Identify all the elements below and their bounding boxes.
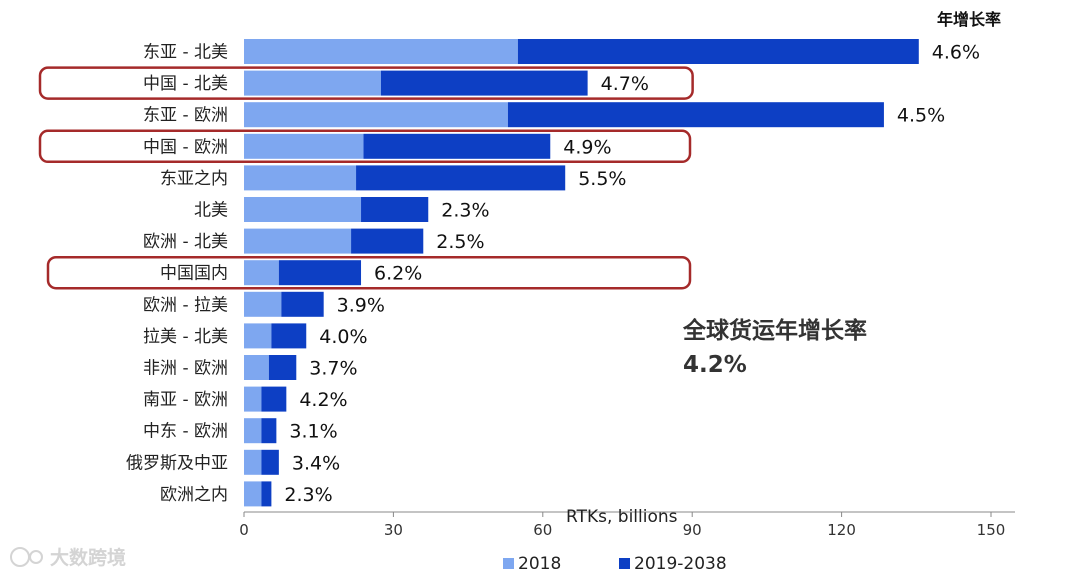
watermark-logo-icon bbox=[10, 547, 30, 567]
bar-2019-2038-6 bbox=[351, 228, 424, 254]
bar-2019-2038-1 bbox=[380, 70, 588, 96]
category-label-13: 俄罗斯及中亚 bbox=[126, 453, 228, 473]
bar-2019-2038-9 bbox=[271, 323, 307, 349]
bar-2019-2038-10 bbox=[268, 355, 297, 380]
x-tick-label-3: 90 bbox=[683, 521, 702, 539]
bar-2018-2 bbox=[244, 102, 508, 128]
x-tick-label-5: 150 bbox=[977, 521, 1006, 539]
growth-label-11: 4.2% bbox=[299, 389, 347, 411]
watermark-text: 大数跨境 bbox=[50, 546, 126, 569]
category-label-4: 东亚之内 bbox=[160, 169, 228, 189]
growth-label-12: 3.1% bbox=[289, 421, 337, 443]
growth-label-14: 2.3% bbox=[284, 484, 332, 506]
bar-2018-6 bbox=[244, 228, 352, 254]
category-label-11: 南亚 - 欧洲 bbox=[143, 390, 228, 410]
category-label-8: 欧洲 - 拉美 bbox=[143, 295, 228, 315]
bar-2018-7 bbox=[244, 260, 279, 286]
bar-2019-2038-3 bbox=[363, 133, 551, 159]
global-growth-title: 全球货运年增长率 bbox=[682, 317, 867, 344]
highlight-boxes bbox=[38, 66, 694, 290]
growth-label-5: 2.3% bbox=[441, 200, 489, 222]
bar-2018-13 bbox=[244, 449, 262, 475]
bar-2018-3 bbox=[244, 133, 364, 159]
bar-2018-9 bbox=[244, 323, 272, 349]
legend-label-2018: 2018 bbox=[518, 554, 561, 574]
growth-label-3: 4.9% bbox=[563, 136, 611, 158]
growth-label-8: 3.9% bbox=[337, 294, 385, 316]
category-label-0: 东亚 - 北美 bbox=[143, 43, 228, 63]
bar-2018-5 bbox=[244, 197, 362, 222]
bar-2019-2038-0 bbox=[517, 39, 919, 64]
legend: 2018 2019-2038 bbox=[503, 554, 727, 574]
bar-series bbox=[244, 39, 919, 507]
bar-2019-2038-11 bbox=[261, 386, 287, 412]
bar-2019-2038-5 bbox=[361, 197, 429, 222]
bar-2018-14 bbox=[244, 481, 262, 507]
growth-label-10: 3.7% bbox=[309, 358, 357, 380]
growth-label-6: 2.5% bbox=[436, 231, 484, 253]
growth-label-7: 6.2% bbox=[374, 263, 422, 285]
growth-label-13: 3.4% bbox=[292, 452, 340, 474]
category-label-10: 非洲 - 欧洲 bbox=[143, 359, 228, 379]
category-label-3: 中国 - 欧洲 bbox=[143, 137, 228, 157]
legend-label-2019-2038: 2019-2038 bbox=[634, 554, 727, 574]
category-label-2: 东亚 - 欧洲 bbox=[143, 106, 228, 126]
bar-2018-12 bbox=[244, 418, 262, 444]
bar-2019-2038-8 bbox=[281, 291, 324, 317]
x-axis-label: RTKs, billions bbox=[566, 507, 678, 527]
growth-header: 年增长率 bbox=[937, 10, 1001, 29]
bar-2018-8 bbox=[244, 291, 282, 317]
x-axis: 0 30 60 90 120 150 bbox=[239, 511, 1015, 539]
watermark: 大数跨境 bbox=[10, 546, 126, 569]
highlight-box-3 bbox=[38, 129, 692, 164]
bar-2019-2038-14 bbox=[261, 481, 272, 507]
growth-label-9: 4.0% bbox=[319, 326, 367, 348]
global-growth-value: 4.2% bbox=[683, 352, 747, 378]
bar-2019-2038-13 bbox=[261, 449, 279, 475]
bar-2019-2038-2 bbox=[507, 102, 884, 128]
watermark-logo-dot-icon bbox=[29, 550, 43, 564]
x-tick-label-2: 60 bbox=[533, 521, 552, 539]
category-label-7: 中国国内 bbox=[160, 264, 228, 284]
category-label-9: 拉美 - 北美 bbox=[143, 327, 228, 347]
growth-label-0: 4.6% bbox=[932, 42, 980, 64]
bar-2018-11 bbox=[244, 386, 262, 412]
highlight-box-7 bbox=[46, 255, 692, 290]
legend-swatch-2019-2038 bbox=[619, 558, 630, 569]
growth-label-4: 5.5% bbox=[578, 168, 626, 190]
bar-2019-2038-12 bbox=[261, 418, 277, 444]
bar-2019-2038-7 bbox=[278, 260, 362, 286]
category-label-14: 欧洲之内 bbox=[160, 485, 228, 505]
bar-2019-2038-4 bbox=[356, 165, 566, 191]
x-tick-label-4: 120 bbox=[827, 521, 856, 539]
growth-label-1: 4.7% bbox=[601, 73, 649, 95]
category-label-1: 中国 - 北美 bbox=[143, 74, 228, 94]
bar-2018-4 bbox=[244, 165, 357, 191]
category-label-5: 北美 bbox=[194, 201, 228, 221]
bar-2018-0 bbox=[244, 39, 518, 64]
highlight-box-1 bbox=[38, 66, 694, 100]
x-tick-label-1: 30 bbox=[384, 521, 403, 539]
x-tick-label-0: 0 bbox=[239, 521, 249, 539]
growth-label-2: 4.5% bbox=[897, 105, 945, 127]
legend-swatch-2018 bbox=[503, 558, 514, 569]
category-label-6: 欧洲 - 北美 bbox=[143, 232, 228, 252]
bar-2018-1 bbox=[244, 70, 381, 96]
bar-2018-10 bbox=[244, 355, 269, 380]
category-label-12: 中东 - 欧洲 bbox=[143, 422, 228, 442]
growth-labels: 4.6% 4.7% 4.5% 4.9% 5.5% 2.3% 2.5% 6.2% 3.9% 4.0%… bbox=[284, 42, 980, 506]
